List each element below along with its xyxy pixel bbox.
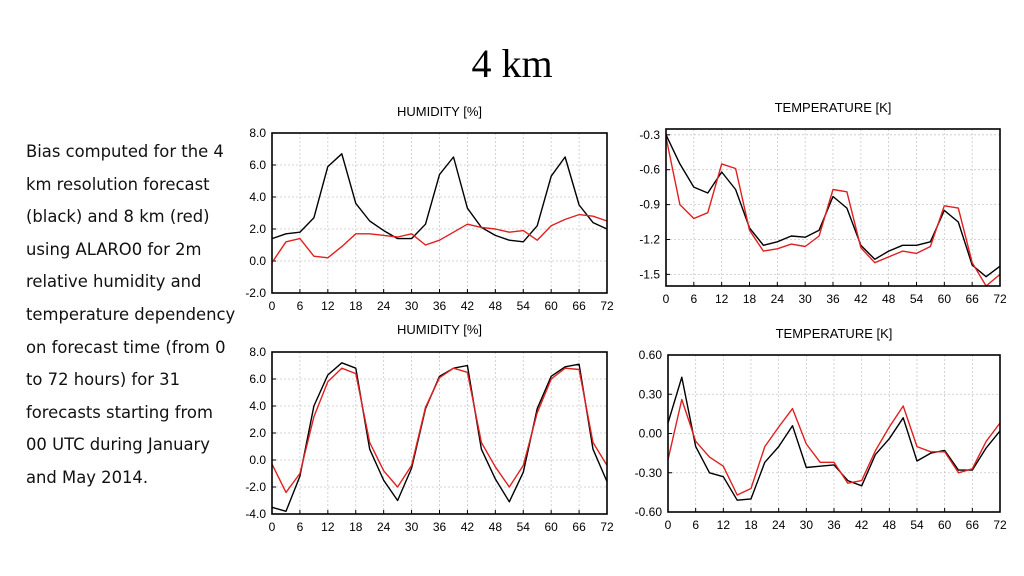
y-tick-label: -1.2 xyxy=(639,232,660,246)
x-tick-label: 12 xyxy=(321,299,335,313)
y-tick-label: 2.0 xyxy=(249,426,266,440)
x-tick-label: 18 xyxy=(744,518,758,532)
x-tick-label: 72 xyxy=(993,518,1007,532)
series-line-black xyxy=(665,134,1001,278)
y-tick-label: -0.9 xyxy=(639,198,660,212)
temperature-chart-4km-8km-bottom: TEMPERATURE [K] 0 6 12 18 24 30 36 42 48 54 60 66 72 0… xyxy=(635,326,1007,532)
x-tick-label: 48 xyxy=(489,520,503,534)
x-tick-label: 36 xyxy=(433,299,447,313)
x-tick-label: 6 xyxy=(297,299,304,313)
x-tick-label: 30 xyxy=(798,292,812,306)
x-tick-label: 36 xyxy=(827,518,841,532)
x-tick-label: 24 xyxy=(377,299,391,313)
x-tick-label: 12 xyxy=(717,518,731,532)
plot-frame xyxy=(271,132,608,294)
x-tick-label: 48 xyxy=(882,292,896,306)
x-tick-label: 66 xyxy=(572,299,586,313)
y-tick-label: -0.6 xyxy=(639,163,660,177)
y-tick-label: 0.0 xyxy=(249,453,266,467)
x-tick-label: 48 xyxy=(883,518,897,532)
y-tick-label: -2.0 xyxy=(245,480,266,494)
x-tick-label: 6 xyxy=(690,292,697,306)
x-tick-label: 18 xyxy=(743,292,757,306)
x-tick-label: 24 xyxy=(377,520,391,534)
x-tick-label: 6 xyxy=(297,520,304,534)
x-tick-label: 42 xyxy=(461,520,475,534)
x-tick-label: 60 xyxy=(544,520,558,534)
y-tick-label: 8.0 xyxy=(249,345,266,359)
x-tick-label: 42 xyxy=(854,292,868,306)
x-tick-label: 60 xyxy=(544,299,558,313)
x-tick-label: 30 xyxy=(405,299,419,313)
y-tick-label: 8.0 xyxy=(249,126,266,140)
y-tick-label: -0.3 xyxy=(639,128,660,142)
y-tick-label: 4.0 xyxy=(249,399,266,413)
x-tick-label: 66 xyxy=(966,518,980,532)
x-tick-label: 42 xyxy=(855,518,869,532)
y-tick-label: -1.5 xyxy=(639,267,660,281)
x-tick-label: 60 xyxy=(938,292,952,306)
series-line-red xyxy=(271,213,608,263)
series-line-black xyxy=(271,362,608,513)
y-tick-label: 0.0 xyxy=(249,254,266,268)
series-line-black xyxy=(271,153,608,243)
x-tick-label: 18 xyxy=(349,299,363,313)
x-tick-label: 42 xyxy=(461,299,475,313)
slide-title: 4 km xyxy=(471,41,553,86)
chart-title: TEMPERATURE [K] xyxy=(775,100,892,115)
x-tick-label: 0 xyxy=(269,299,276,313)
x-tick-label: 24 xyxy=(771,292,785,306)
x-tick-label: 66 xyxy=(572,520,586,534)
y-tick-label: 0.30 xyxy=(639,387,663,401)
x-tick-label: 18 xyxy=(349,520,363,534)
y-tick-label: 6.0 xyxy=(249,158,266,172)
plot-frame xyxy=(667,354,1001,513)
x-tick-label: 0 xyxy=(665,518,672,532)
y-tick-label: -4.0 xyxy=(245,507,266,521)
humidity-chart-4km-8km-bottom: HUMIDITY [%] 0 6 12 18 24 30 36 42 48 54 60 66 72 -4.0… xyxy=(245,322,614,534)
x-tick-label: 24 xyxy=(772,518,786,532)
x-tick-label: 54 xyxy=(910,292,924,306)
chart-title: TEMPERATURE [K] xyxy=(776,326,893,341)
y-tick-label: 4.0 xyxy=(249,190,266,204)
x-tick-label: 72 xyxy=(600,299,614,313)
x-tick-label: 66 xyxy=(965,292,979,306)
x-tick-label: 0 xyxy=(269,520,276,534)
x-tick-label: 54 xyxy=(910,518,924,532)
y-tick-label: -2.0 xyxy=(245,286,266,300)
x-tick-label: 6 xyxy=(692,518,699,532)
y-tick-label: 2.0 xyxy=(249,222,266,236)
x-tick-label: 36 xyxy=(433,520,447,534)
y-tick-label: 0.00 xyxy=(639,427,663,441)
x-tick-label: 72 xyxy=(600,520,614,534)
x-tick-label: 12 xyxy=(715,292,729,306)
series-line-red xyxy=(665,136,1001,287)
x-tick-label: 60 xyxy=(938,518,952,532)
series-line-red xyxy=(667,398,1001,496)
x-tick-label: 36 xyxy=(826,292,840,306)
plot-frame xyxy=(665,128,1001,287)
y-tick-label: 6.0 xyxy=(249,372,266,386)
series-line-red xyxy=(271,367,608,494)
temperature-chart-4km-8km-top: TEMPERATURE [K] 0 6 12 18 24 30 36 42 48 54 60 66 72 -… xyxy=(639,100,1007,306)
x-tick-label: 0 xyxy=(663,292,670,306)
x-tick-label: 54 xyxy=(517,520,531,534)
y-tick-label: -0.60 xyxy=(635,505,663,519)
x-tick-label: 12 xyxy=(321,520,335,534)
chart-title: HUMIDITY [%] xyxy=(397,322,482,337)
humidity-chart-4km-8km-top: HUMIDITY [%] 0 6 12 18 24 30 36 42 48 54 60 66 72 -2.0… xyxy=(245,104,614,313)
x-tick-label: 72 xyxy=(993,292,1007,306)
x-tick-label: 54 xyxy=(517,299,531,313)
series-line-black xyxy=(667,376,1001,501)
figure-caption: Bias computed for the 4 km resolution fo… xyxy=(26,142,236,487)
y-tick-label: -0.30 xyxy=(635,466,663,480)
chart-title: HUMIDITY [%] xyxy=(397,104,482,119)
x-tick-label: 30 xyxy=(800,518,814,532)
x-tick-label: 48 xyxy=(489,299,503,313)
plot-frame xyxy=(271,351,608,515)
x-tick-label: 30 xyxy=(405,520,419,534)
y-tick-label: 0.60 xyxy=(639,348,663,362)
